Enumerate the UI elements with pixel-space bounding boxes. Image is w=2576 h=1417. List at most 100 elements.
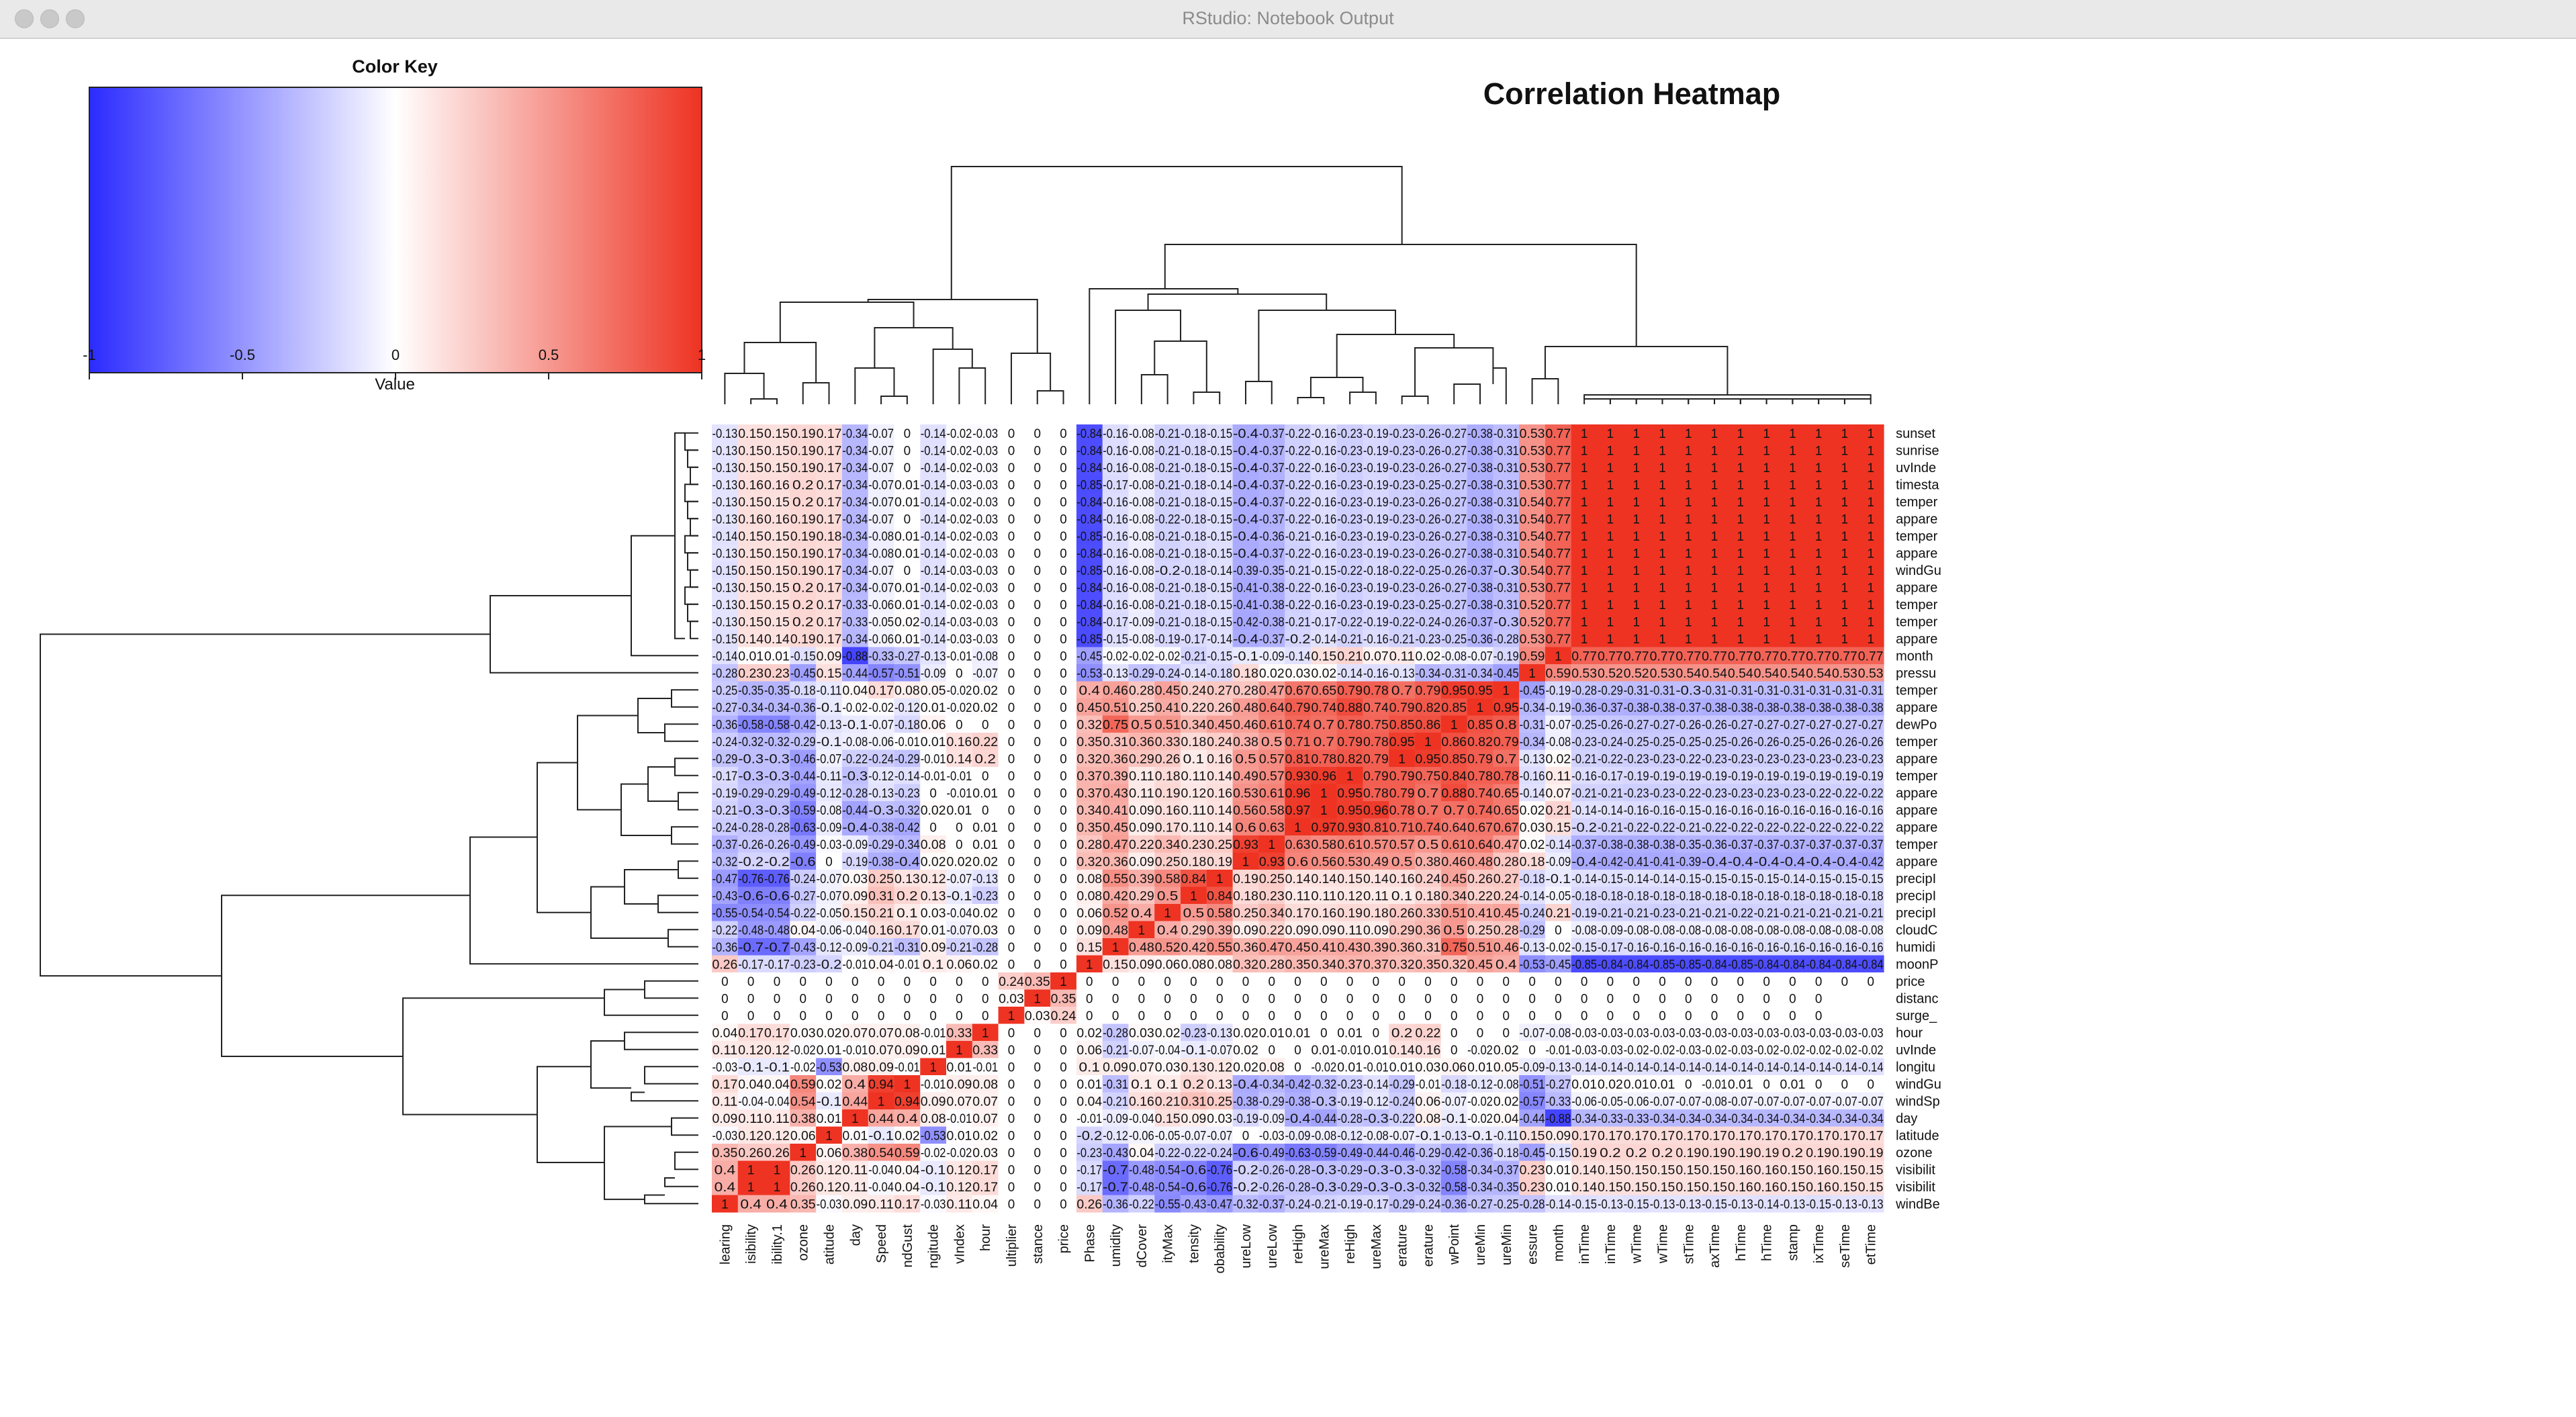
cell-value-label: -0.04 xyxy=(1155,1044,1181,1058)
cell-value-label: 0.17 xyxy=(1832,1129,1857,1143)
cell-value-label: 0.74 xyxy=(1467,804,1493,818)
cell-value-label: -0.33 xyxy=(842,615,868,629)
cell-value-label: -0.07 xyxy=(1207,1129,1232,1143)
close-window-button[interactable] xyxy=(15,9,34,28)
dendrogram-branch xyxy=(687,603,698,623)
cell-value-label: -0.53 xyxy=(817,1060,842,1075)
cell-value-label: 1 xyxy=(1581,615,1588,629)
minimize-window-button[interactable] xyxy=(40,9,59,28)
cell-value-label: 0.23 xyxy=(1520,1181,1545,1195)
heatmap-figure: Color Key -1 -0.5 0 0.5 1 Value Correlation … xyxy=(40,56,1941,1273)
cell-value-label: 0.5 xyxy=(1391,855,1413,869)
heatmap-cell xyxy=(1753,424,1780,442)
cell-value-label: -0.36 xyxy=(712,718,738,732)
cell-value-label: -0.88 xyxy=(842,649,868,664)
cell-value-label: 0.2 xyxy=(792,478,814,492)
cell-value-label: -0.48 xyxy=(1129,1163,1154,1177)
cell-value-label: -0.3 xyxy=(1363,1181,1389,1195)
cell-value-label: 1 xyxy=(1685,547,1692,561)
dendrogram-branch xyxy=(1309,377,1364,398)
cell-value-label: 0.77 xyxy=(1545,478,1571,492)
cell-value-label: -0.06 xyxy=(868,735,894,749)
cell-value-label: -0.21 xyxy=(1155,598,1181,612)
cell-value-label: -0.21 xyxy=(1155,530,1181,544)
cell-value-label: 1 xyxy=(1632,444,1640,458)
cell-value-label: -0.23 xyxy=(1337,1078,1363,1092)
zoom-window-button[interactable] xyxy=(66,9,85,28)
cell-value-label: 0.7 xyxy=(1443,804,1465,818)
cell-value-label: 1 xyxy=(1607,581,1614,595)
cell-value-label: -0.16 xyxy=(1650,804,1675,818)
cell-value-label: -0.15 xyxy=(1624,1197,1649,1212)
cell-value-label: -0.13 xyxy=(712,512,738,527)
cell-value-label: -0.29 xyxy=(1389,1197,1415,1212)
cell-value-label: -0.34 xyxy=(1754,1112,1780,1126)
cell-value-label: -0.23 xyxy=(1337,461,1363,475)
cell-value-label: 0 xyxy=(1685,975,1692,989)
cell-value-label: -0.4 xyxy=(1233,1078,1258,1092)
cell-value-label: -0.41 xyxy=(1233,581,1258,595)
heatmap-cell xyxy=(1675,441,1702,459)
cell-value-label: -0.31 xyxy=(1493,530,1519,544)
cell-value-label: 0 xyxy=(1346,975,1354,989)
cell-value-label: -0.21 xyxy=(1675,821,1701,835)
cell-value-label: -0.16 xyxy=(1103,564,1128,578)
cell-value-label: -0.21 xyxy=(1598,786,1623,801)
cell-value-label: 0.17 xyxy=(817,427,842,441)
cell-value-label: 0.17 xyxy=(868,684,894,698)
heatmap-cell xyxy=(1701,441,1728,459)
cell-value-label: 0 xyxy=(1008,1112,1015,1126)
cell-value-label: 0.06 xyxy=(1416,1095,1441,1109)
cell-value-label: -0.15 xyxy=(1207,547,1232,561)
cell-value-label: -0.17 xyxy=(1076,1181,1102,1195)
cell-value-label: 0.12 xyxy=(817,1163,842,1177)
cell-value-label: -0.08 xyxy=(868,530,894,544)
cell-value-label: -0.07 xyxy=(1728,1095,1753,1109)
cell-value-label: 0 xyxy=(1060,461,1067,475)
color-key-tick-label: 1 xyxy=(698,347,706,363)
cell-value-label: -0.08 xyxy=(1545,735,1571,749)
column-label: price xyxy=(1057,1224,1072,1253)
heatmap-cell xyxy=(1623,441,1650,459)
cell-value-label: 0.11 xyxy=(947,1197,972,1212)
cell-value-label: -0.22 xyxy=(1285,512,1311,527)
cell-value-label: -0.18 xyxy=(1181,547,1207,561)
cell-value-label: 1 xyxy=(1685,444,1692,458)
cell-value-label: 0.15 xyxy=(764,444,790,458)
cell-value-label: -0.01 xyxy=(1545,1044,1571,1058)
cell-value-label: -0.07 xyxy=(1832,1095,1857,1109)
cell-value-label: 0.32 xyxy=(1233,958,1258,972)
cell-value-label: 1 xyxy=(1216,872,1224,886)
cell-value-label: -0.59 xyxy=(790,804,816,818)
cell-value-label: 0 xyxy=(1060,718,1067,732)
cell-value-label: 1 xyxy=(1581,633,1588,647)
cell-value-label: -0.27 xyxy=(790,889,816,903)
row-label: appare xyxy=(1896,820,1937,835)
cell-value-label: -0.17 xyxy=(1598,941,1623,955)
cell-value-label: 1 xyxy=(1841,547,1849,561)
cell-value-label: -0.07 xyxy=(1520,1026,1545,1040)
cell-value-label: 0.1 xyxy=(1079,1060,1101,1075)
cell-value-label: -0.38 xyxy=(1598,838,1623,852)
cell-value-label: 0.55 xyxy=(1103,872,1128,886)
cell-value-label: 0 xyxy=(1373,1026,1380,1040)
cell-value-label: -0.31 xyxy=(1493,547,1519,561)
cell-value-label: 0.15 xyxy=(764,581,790,595)
cell-value-label: 0.02 xyxy=(894,1129,920,1143)
cell-value-label: 0.26 xyxy=(1076,1197,1102,1212)
cell-value-label: 0.95 xyxy=(1441,684,1467,698)
heatmap-cell xyxy=(1467,424,1493,442)
cell-value-label: -0.26 xyxy=(1259,1181,1285,1195)
cell-value-label: -0.54 xyxy=(1155,1181,1181,1195)
cell-value-label: -0.01 xyxy=(842,958,868,972)
cell-value-label: 0.4 xyxy=(715,1181,736,1195)
heatmap-cell xyxy=(920,424,947,442)
cell-value-label: 0.36 xyxy=(1103,752,1128,766)
cell-value-label: 0.17 xyxy=(738,1026,764,1040)
cell-value-label: -0.02 xyxy=(947,547,972,561)
cell-value-label: 0.16 xyxy=(1754,1181,1780,1195)
cell-value-label: -0.23 xyxy=(1389,444,1415,458)
row-label: uvInde xyxy=(1896,1043,1936,1058)
cell-value-label: -0.41 xyxy=(1650,855,1675,869)
cell-value-label: -0.24 xyxy=(868,752,894,766)
